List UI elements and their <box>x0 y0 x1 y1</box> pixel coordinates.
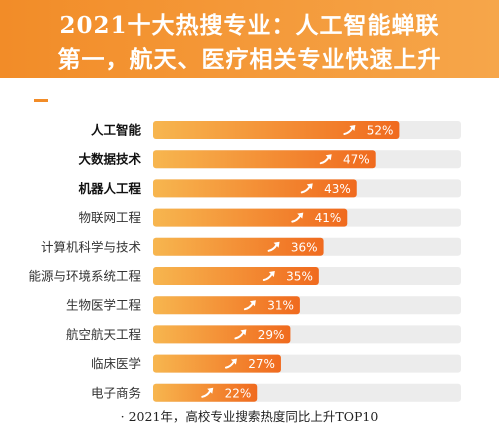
category-label: 航空航天工程 <box>66 327 142 342</box>
accent-dash <box>34 99 48 102</box>
value-label: 31% <box>267 299 294 313</box>
bar <box>153 296 300 315</box>
bar <box>153 354 281 373</box>
value-label: 52% <box>367 124 394 138</box>
category-label: 生物医学工程 <box>66 298 142 313</box>
value-label: 35% <box>286 270 313 284</box>
trend-arrow-icon <box>262 271 275 281</box>
bar <box>153 208 348 227</box>
bar <box>153 267 319 285</box>
value-label: 22% <box>225 386 252 400</box>
trend-arrow-icon <box>201 387 214 398</box>
trend-arrow-icon <box>300 183 313 194</box>
trend-arrow-icon <box>243 300 256 311</box>
category-label: 计算机科学与技术 <box>41 239 142 254</box>
trend-arrow-icon <box>267 241 280 252</box>
category-label: 大数据技术 <box>78 152 141 167</box>
category-label: 机器人工程 <box>78 181 141 196</box>
value-label: 41% <box>315 211 342 225</box>
title-banner: 2021十大热搜专业：人工智能蝉联 第一，航天、医疗相关专业快速上升 <box>0 0 499 78</box>
bar <box>153 237 324 256</box>
chart-title-line-1: 2021十大热搜专业：人工智能蝉联 <box>59 12 440 39</box>
chart-title-line-2: 第一，航天、医疗相关专业快速上升 <box>57 46 442 73</box>
category-label: 电子商务 <box>91 385 141 400</box>
trend-arrow-icon <box>291 212 304 223</box>
trend-arrow-icon <box>224 358 237 369</box>
category-label: 人工智能 <box>91 123 142 138</box>
value-label: 29% <box>258 328 285 342</box>
value-label: 27% <box>248 357 275 371</box>
category-label: 物联网工程 <box>78 210 141 225</box>
value-label: 43% <box>324 182 351 196</box>
trend-arrow-icon <box>319 154 332 165</box>
category-label: 临床医学 <box>91 356 141 371</box>
bar <box>153 383 258 402</box>
value-label: 36% <box>291 240 318 254</box>
chart-footnote: · 2021年，高校专业搜索热度同比上升TOP10 <box>120 409 379 424</box>
bar <box>153 179 357 198</box>
trend-arrow-icon <box>234 329 247 340</box>
trend-arrow-icon <box>343 125 356 135</box>
category-label: 能源与环境系统工程 <box>28 269 141 284</box>
bar <box>153 325 291 344</box>
bar <box>153 121 400 139</box>
value-label: 47% <box>343 153 370 167</box>
